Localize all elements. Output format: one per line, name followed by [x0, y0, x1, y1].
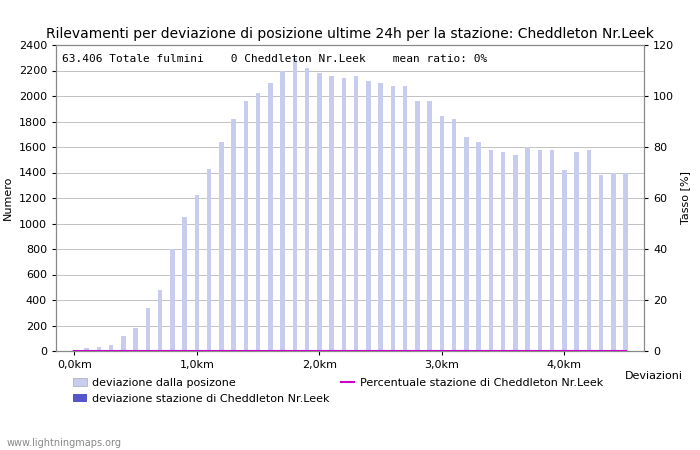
Bar — [84, 348, 89, 351]
Bar — [97, 347, 102, 351]
Bar — [489, 149, 493, 351]
Bar — [415, 101, 420, 351]
Bar — [391, 86, 395, 351]
Bar — [146, 308, 150, 351]
Bar — [440, 117, 444, 351]
Bar — [525, 147, 530, 351]
Bar — [158, 290, 162, 351]
Bar — [562, 170, 567, 351]
Bar — [342, 78, 346, 351]
Bar — [587, 149, 592, 351]
Bar — [195, 195, 200, 351]
Y-axis label: Numero: Numero — [4, 176, 13, 220]
Bar — [329, 76, 334, 351]
Bar — [378, 83, 383, 351]
Bar — [280, 71, 285, 351]
Bar — [304, 68, 309, 351]
Bar — [293, 58, 297, 351]
Text: www.lightningmaps.org: www.lightningmaps.org — [7, 438, 122, 448]
Bar — [623, 172, 628, 351]
Bar — [256, 94, 260, 351]
Bar — [317, 73, 322, 351]
Bar — [244, 101, 248, 351]
Bar — [170, 249, 175, 351]
Bar — [231, 119, 236, 351]
Bar — [464, 137, 469, 351]
Bar — [427, 101, 432, 351]
Bar — [550, 149, 554, 351]
Bar — [611, 172, 616, 351]
Bar — [108, 345, 113, 351]
Text: Deviazioni: Deviazioni — [624, 371, 682, 381]
Bar — [513, 155, 518, 351]
Bar — [366, 81, 371, 351]
Bar — [133, 328, 138, 351]
Y-axis label: Tasso [%]: Tasso [%] — [680, 171, 689, 225]
Bar — [598, 175, 603, 351]
Bar — [268, 83, 273, 351]
Bar — [72, 350, 77, 351]
Bar — [538, 149, 542, 351]
Bar — [452, 119, 456, 351]
Bar — [219, 142, 224, 351]
Bar — [500, 152, 505, 351]
Title: Rilevamenti per deviazione di posizione ultime 24h per la stazione: Cheddleton N: Rilevamenti per deviazione di posizione … — [46, 27, 654, 41]
Bar — [206, 169, 211, 351]
Bar — [182, 217, 187, 351]
Bar — [402, 86, 407, 351]
Bar — [121, 336, 126, 351]
Bar — [354, 76, 358, 351]
Bar — [574, 152, 579, 351]
Text: 63.406 Totale fulmini    0 Cheddleton Nr.Leek    mean ratio: 0%: 63.406 Totale fulmini 0 Cheddleton Nr.Le… — [62, 54, 487, 64]
Legend: deviazione dalla posizone, deviazione stazione di Cheddleton Nr.Leek, Percentual: deviazione dalla posizone, deviazione st… — [74, 378, 603, 404]
Bar — [476, 142, 481, 351]
